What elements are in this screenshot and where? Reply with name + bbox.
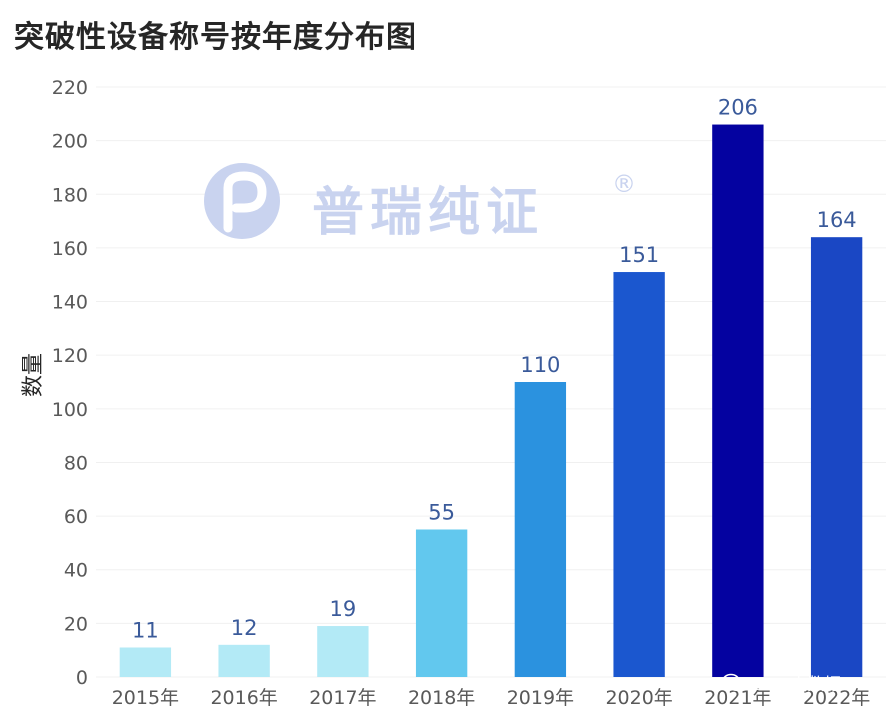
y-axis-ticks: 0 20 40 60 80 100 120 140 160 180 200 220: [52, 77, 88, 689]
bar: [810, 237, 863, 677]
bar: [613, 272, 665, 677]
x-tick-label: 2021年: [704, 687, 771, 709]
bar: [218, 644, 270, 677]
x-tick-label: 2017年: [309, 687, 376, 709]
bar: [514, 382, 567, 677]
y-axis-label: 数量: [21, 353, 46, 397]
y-tick-label: 220: [52, 77, 88, 99]
source-text: GRIP大数据: [750, 675, 842, 695]
bar: [415, 529, 468, 677]
wechat-icon: [722, 673, 744, 691]
data-label: 206: [718, 96, 758, 120]
bar: [712, 124, 764, 677]
data-label: 12: [231, 616, 258, 640]
y-tick-label: 40: [64, 560, 88, 582]
data-labels: 11 12 19 55 110 151 206 164: [132, 96, 857, 643]
y-tick-label: 20: [64, 613, 88, 635]
y-tick-label: 160: [52, 238, 88, 260]
data-label: 151: [619, 243, 659, 267]
y-tick-label: 80: [64, 452, 88, 474]
data-label: 11: [132, 619, 159, 643]
chart-title: 突破性设备称号按年度分布图: [14, 20, 417, 55]
x-tick-label: 2018年: [408, 687, 475, 709]
y-tick-label: 120: [52, 345, 88, 367]
watermark-brand: 普瑞纯证: [312, 183, 545, 243]
y-tick-label: 60: [64, 506, 88, 528]
data-label: 110: [520, 353, 560, 377]
bar: [119, 647, 172, 677]
x-tick-label: 2020年: [605, 687, 672, 709]
data-label: 19: [330, 597, 357, 621]
y-tick-label: 140: [52, 292, 88, 314]
x-tick-label: 2015年: [112, 687, 179, 709]
x-tick-label: 2019年: [507, 687, 574, 709]
x-tick-label: 2022年: [803, 687, 870, 709]
watermark-registered-mark: ®: [612, 170, 636, 198]
bars: [119, 124, 863, 677]
x-axis-ticks: 2015年 2016年 2017年 2018年 2019年 2020年 2021年 2022年: [112, 687, 871, 709]
x-tick-label: 2016年: [210, 687, 277, 709]
data-label: 55: [428, 501, 455, 525]
source-mark: GRIP大数据: [722, 670, 841, 695]
prui-logo-icon: [198, 160, 286, 246]
y-tick-label: 200: [52, 131, 88, 153]
bar: [317, 626, 369, 677]
y-tick-label: 0: [76, 667, 88, 689]
y-tick-label: 180: [52, 184, 88, 206]
data-label: 164: [817, 208, 857, 232]
y-tick-label: 100: [52, 399, 88, 421]
